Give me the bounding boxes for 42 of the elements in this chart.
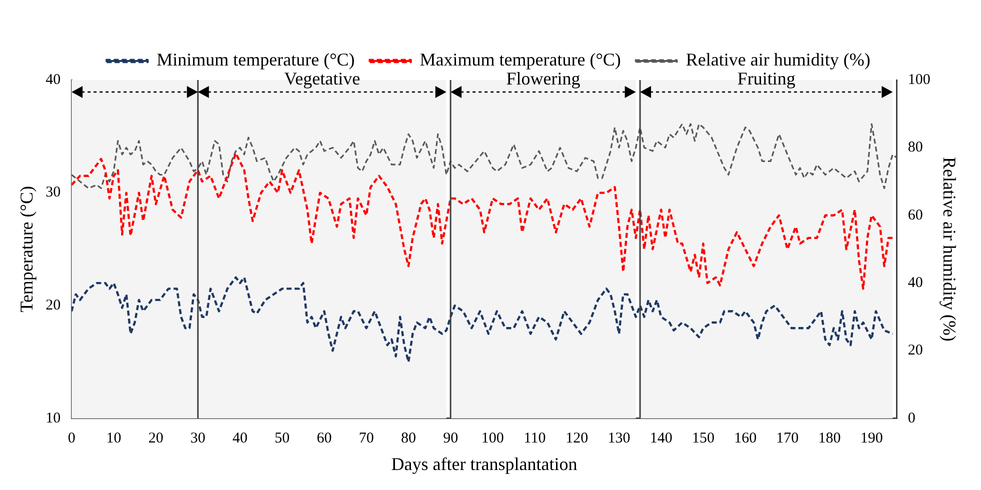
x-tick-label: 60 (316, 430, 332, 446)
band-label: Vegetative (284, 68, 360, 89)
x-tick-label: 70 (358, 430, 374, 446)
x-tick-label: 100 (481, 430, 504, 446)
x-tick-label: 90 (443, 430, 458, 446)
y2-tick-label: 20 (908, 342, 923, 359)
x-tick-label: 10 (106, 430, 122, 446)
line-series (72, 123, 897, 190)
band-label: Flowering (506, 68, 580, 89)
x-tick-label: 50 (274, 430, 290, 446)
x-tick-label: 80 (400, 430, 416, 446)
x-tick-label: 110 (524, 430, 546, 446)
y-tick-label: 30 (46, 184, 61, 201)
x-tick-label: 140 (650, 430, 672, 446)
x-tick-label: 130 (608, 430, 630, 446)
legend-label: Relative air humidity (%) (686, 50, 870, 70)
y2-tick-label: 60 (908, 207, 923, 224)
x-tick-label: 20 (148, 430, 164, 446)
y2-tick-label: 0 (908, 410, 916, 426)
y-tick-label: 40 (46, 72, 61, 88)
x-tick-label: 30 (190, 430, 206, 446)
x-axis-title: Days after transplantation (391, 454, 578, 474)
y2-tick-label: 40 (908, 274, 923, 291)
band-label: Fruiting (737, 68, 796, 89)
y2-tick-label: 80 (908, 140, 923, 156)
line-series (72, 152, 894, 290)
y-tick-label: 10 (46, 410, 61, 426)
x-tick-label: 40 (232, 430, 248, 446)
legend-label: Minimum temperature (°C) (156, 50, 355, 70)
x-tick-label: 170 (776, 430, 799, 446)
x-tick-label: 160 (734, 430, 757, 446)
x-tick-label: 0 (68, 430, 76, 446)
x-tick-label: 190 (860, 430, 883, 446)
y2-tick-label: 100 (908, 72, 930, 88)
y-axis-title: Temperature (°C) (16, 186, 37, 312)
x-tick-label: 180 (818, 430, 841, 446)
legend-label: Maximum temperature (°C) (420, 50, 621, 70)
y2-axis-title: Relative air humidity (%) (939, 156, 960, 342)
x-tick-label: 150 (692, 430, 714, 446)
x-tick-label: 120 (566, 430, 588, 446)
y-tick-label: 20 (46, 298, 61, 314)
line-series (72, 276, 894, 364)
